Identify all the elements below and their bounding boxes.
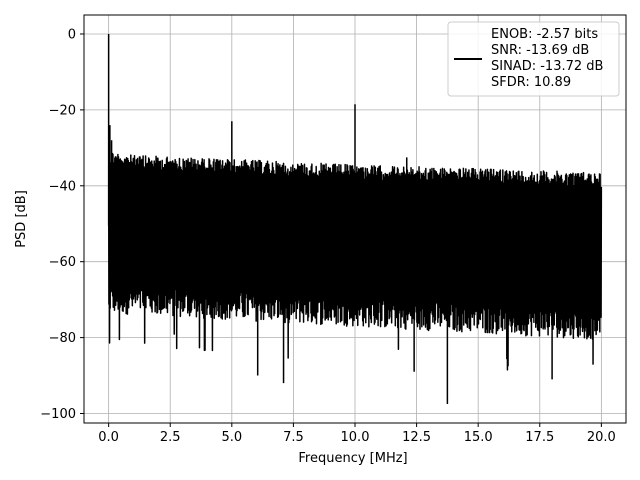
x-tick-label: 7.5: [283, 430, 304, 445]
legend: ENOB: -2.57 bits SNR: -13.69 dB SINAD: -…: [447, 21, 620, 97]
x-tick-label: 20.0: [587, 430, 616, 445]
legend-enob: ENOB: -2.57 bits: [491, 27, 598, 42]
psd-series-line: [107, 33, 603, 405]
x-tick-label: 0.0: [98, 430, 119, 445]
y-axis-ticks: 0 −20 −40 −60 −80 −100: [40, 27, 84, 422]
y-tick-label: −40: [49, 179, 76, 194]
x-tick-label: 17.5: [525, 430, 554, 445]
y-tick-label: −60: [49, 255, 76, 270]
x-tick-label: 15.0: [464, 430, 493, 445]
x-tick-label: 12.5: [402, 430, 431, 445]
x-tick-label: 2.5: [160, 430, 181, 445]
y-tick-label: 0: [68, 27, 76, 42]
legend-sinad: SINAD: -13.72 dB: [491, 59, 603, 74]
x-tick-label: 5.0: [221, 430, 242, 445]
y-tick-label: −100: [40, 407, 76, 422]
plot-series-group: [107, 33, 603, 405]
legend-snr: SNR: -13.69 dB: [491, 43, 589, 58]
x-tick-label: 10.0: [341, 430, 370, 445]
y-axis-label: PSD [dB]: [14, 190, 29, 248]
x-axis-label: Frequency [MHz]: [298, 451, 407, 466]
legend-box: [447, 21, 620, 97]
y-tick-label: −20: [49, 103, 76, 118]
x-axis-ticks: 0.0 2.5 5.0 7.5 10.0 12.5 15.0 17.5 20.0: [98, 423, 616, 445]
legend-sfdr: SFDR: 10.89: [491, 75, 571, 90]
y-tick-label: −80: [49, 331, 76, 346]
